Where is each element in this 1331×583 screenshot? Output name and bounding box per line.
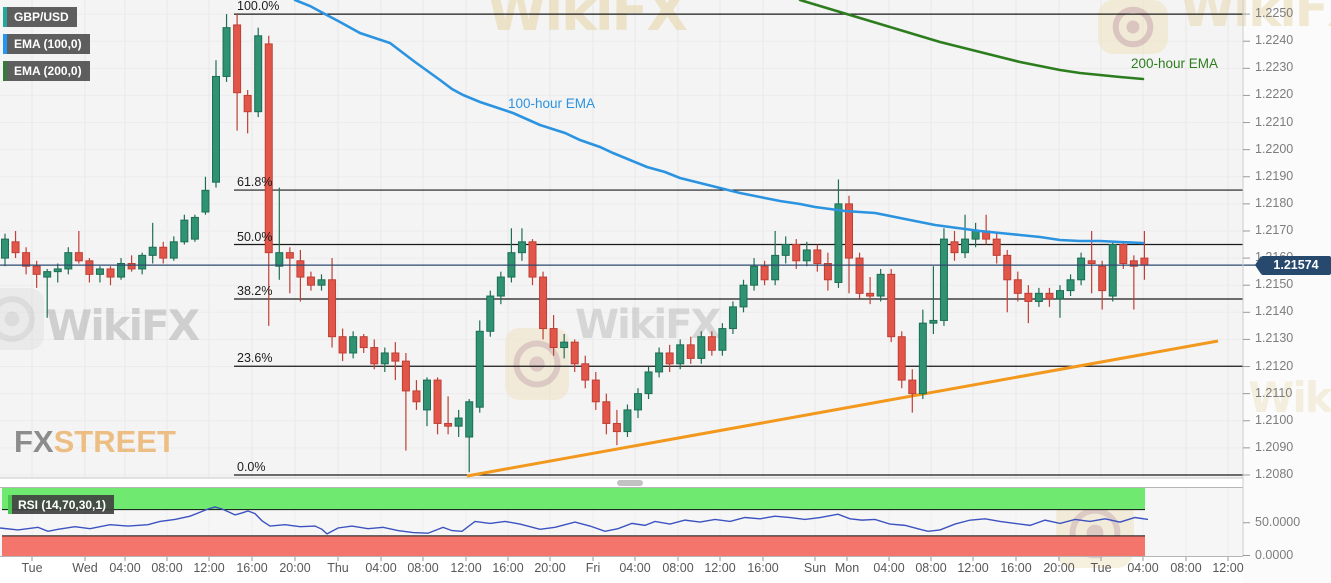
ascending-trendline: [466, 339, 1219, 478]
candlestick-series: [1, 14, 1149, 473]
time-tick-label: 04:00: [365, 561, 397, 575]
panel-resize-handle[interactable]: [617, 480, 643, 486]
price-tick-label: 1.2180: [1255, 195, 1294, 210]
ema200-annotation: 200-hour EMA: [1131, 56, 1219, 71]
wikifx-watermark-shield: [505, 328, 569, 400]
price-tick-label: 1.2130: [1255, 331, 1294, 346]
price-tick-label: 1.2210: [1255, 114, 1294, 129]
wikifx-watermark-shield: [1098, 0, 1168, 54]
time-tick-label: 12:00: [957, 561, 989, 575]
time-tick-label: 08:00: [151, 561, 183, 575]
rsi-tick-label: 50.0000: [1255, 514, 1301, 529]
time-tick-label: 12:00: [1212, 561, 1244, 575]
price-tick-label: 1.2100: [1255, 412, 1294, 427]
fib-level-label: 0.0%: [237, 459, 266, 474]
wikifx-watermark-text: WikiFX: [487, 0, 687, 43]
fxstreet-logo-fx: FX: [14, 424, 54, 459]
time-tick-label: Tue: [1090, 561, 1112, 575]
price-tick-label: 1.2240: [1255, 33, 1294, 48]
fxstreet-logo-street: STREET: [53, 424, 176, 459]
time-tick-label: 04:00: [109, 561, 141, 575]
fxstreet-logo: FXSTREET: [14, 424, 176, 460]
time-tick-label: 20:00: [279, 561, 311, 575]
time-tick-label: 16:00: [747, 561, 779, 575]
price-tick-label: 1.2150: [1255, 277, 1294, 292]
time-tick-label: 08:00: [915, 561, 947, 575]
price-tick-label: 1.2250: [1255, 6, 1294, 21]
time-tick-label: 20:00: [534, 561, 566, 575]
time-tick-label: 12:00: [450, 561, 482, 575]
price-tick-label: 1.2200: [1255, 141, 1294, 156]
rsi-color-swatch: [8, 495, 12, 514]
wikifx-watermark-text: WikiFX: [1180, 0, 1331, 38]
price-tick-label: 1.2120: [1255, 358, 1294, 373]
rsi-tick-label: 0.0000: [1255, 547, 1294, 562]
ema200-label: EMA (200,0): [14, 64, 82, 78]
time-tick-label: Mon: [834, 561, 860, 575]
rsi-oversold-band: [2, 535, 1145, 556]
time-tick-label: 08:00: [1170, 561, 1202, 575]
time-tick-label: 04:00: [619, 561, 651, 575]
fib-level-label: 61.8%: [237, 175, 273, 190]
price-tick-label: 1.2170: [1255, 222, 1294, 237]
fib-level-label: 50.0%: [237, 229, 273, 244]
time-tick-label: 08:00: [407, 561, 439, 575]
time-tick-label: 12:00: [704, 561, 736, 575]
legend-symbol[interactable]: GBP/USD: [3, 7, 77, 27]
ema200-color-swatch: [3, 61, 7, 81]
last-price-badge: 1.21574: [1255, 256, 1331, 275]
time-tick-label: 16:00: [492, 561, 524, 575]
price-tick-label: 1.2220: [1255, 87, 1294, 102]
time-tick-label: 16:00: [236, 561, 268, 575]
time-tick-label: Tue: [21, 561, 43, 575]
price-tick-label: 1.2080: [1255, 466, 1294, 481]
fib-level-label: 38.2%: [237, 284, 273, 299]
wikifx-watermark-text: Wiki: [1248, 373, 1331, 422]
wikifx-watermark-shield: [0, 288, 44, 350]
ema100-color-swatch: [3, 34, 7, 54]
time-tick-label: 20:00: [1043, 561, 1075, 575]
fib-level-label: 100.0%: [237, 0, 280, 14]
ema100-label: EMA (100,0): [14, 37, 82, 51]
time-tick-label: 12:00: [193, 561, 225, 575]
ema200-line: [798, 0, 1145, 81]
wikifx-watermark-text: WikiFX: [46, 301, 200, 350]
time-tick-label: 16:00: [1000, 561, 1032, 575]
price-tick-label: 1.2230: [1255, 60, 1294, 75]
symbol-label: GBP/USD: [14, 10, 69, 24]
price-tick-label: 1.2090: [1255, 439, 1294, 454]
fib-level-label: 23.6%: [237, 351, 273, 366]
time-tick-label: Thu: [327, 561, 349, 575]
price-tick-label: 1.2190: [1255, 168, 1294, 183]
time-tick-label: Sun: [803, 561, 827, 575]
time-tick-label: 04:00: [873, 561, 905, 575]
time-tick-label: Wed: [72, 561, 98, 575]
price-tick-label: 1.2110: [1255, 385, 1293, 400]
time-tick-label: 08:00: [662, 561, 694, 575]
ema100-line: [293, 0, 1145, 245]
time-tick-label: 04:00: [1127, 561, 1159, 575]
legend-ema100[interactable]: EMA (100,0): [3, 34, 90, 54]
time-tick-label: Fri: [585, 561, 601, 575]
price-tick-label: 1.2140: [1255, 304, 1294, 319]
rsi-params: RSI (14,70,30,1): [18, 498, 107, 512]
legend-ema200[interactable]: EMA (200,0): [3, 61, 90, 81]
rsi-indicator-label[interactable]: RSI (14,70,30,1): [8, 495, 115, 514]
rsi-line: [0, 506, 1149, 535]
ema100-annotation: 100-hour EMA: [508, 96, 596, 111]
axis-gutter-background: [1243, 0, 1331, 583]
price-panel-background: [0, 0, 1243, 478]
symbol-color-swatch: [3, 7, 7, 27]
rsi-overbought-band: [2, 488, 1145, 510]
